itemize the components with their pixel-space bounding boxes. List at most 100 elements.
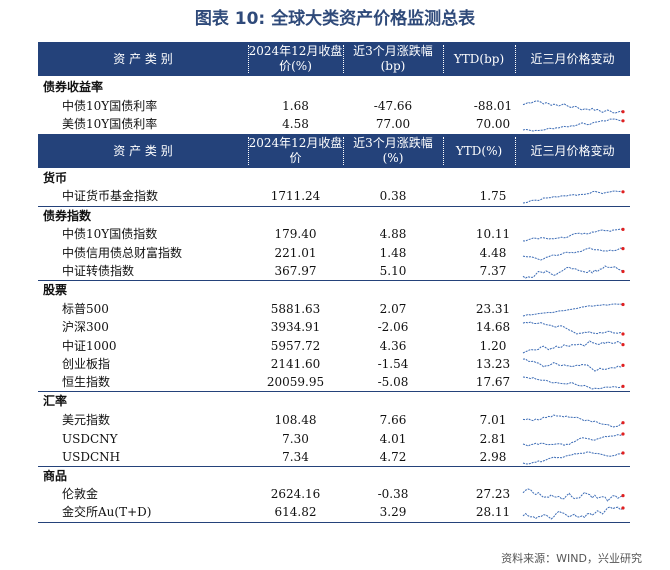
asset-name: 恒生指数 bbox=[62, 375, 111, 389]
ytd-value: 14.68 bbox=[475, 320, 511, 334]
asset-name: 美债10Y国债利率 bbox=[62, 117, 158, 131]
trend-sparkline bbox=[522, 247, 625, 261]
trend-sparkline bbox=[522, 358, 625, 372]
ytd-value: 17.67 bbox=[475, 375, 511, 389]
table-row: 伦敦金 2624.16 -0.38 27.23 bbox=[38, 485, 630, 504]
sparkline-endpoint bbox=[621, 451, 625, 455]
asset-name: 中债10Y国债利率 bbox=[62, 99, 158, 113]
ytd-value: 1.20 bbox=[479, 339, 507, 353]
change-3m: -47.66 bbox=[373, 99, 413, 113]
sparkline-endpoint bbox=[621, 421, 625, 425]
asset-name: 中证货币基金指数 bbox=[62, 189, 159, 203]
ytd-value: 2.81 bbox=[479, 432, 507, 446]
asset-name: 金交所Au(T+D) bbox=[62, 505, 152, 519]
table-bottom-border bbox=[38, 522, 630, 523]
table-row: 中证转债指数 367.97 5.10 7.37 bbox=[38, 262, 630, 281]
sparkline-endpoint bbox=[621, 190, 625, 194]
trend-sparkline bbox=[522, 340, 625, 354]
close-value: 20059.95 bbox=[266, 375, 325, 389]
close-value: 1711.24 bbox=[270, 189, 321, 203]
header-trend: 近三月价格变动 bbox=[530, 143, 615, 158]
category-row: 商品 bbox=[38, 467, 630, 486]
sparkline-endpoint bbox=[621, 432, 625, 436]
asset-name: 中债10Y国债指数 bbox=[62, 227, 158, 241]
table-row: 金交所Au(T+D) 614.82 3.29 28.11 bbox=[38, 503, 630, 522]
change-3m: 4.01 bbox=[379, 432, 407, 446]
trend-sparkline bbox=[522, 302, 625, 317]
ytd-value: 28.11 bbox=[475, 505, 511, 519]
change-3m: -1.54 bbox=[377, 357, 409, 371]
change-3m: -2.06 bbox=[377, 320, 409, 334]
asset-name: 伦敦金 bbox=[62, 487, 99, 501]
table-row: 中证1000 5957.72 4.36 1.20 bbox=[38, 337, 630, 356]
section-divider bbox=[38, 391, 630, 392]
asset-name: 中证1000 bbox=[62, 339, 117, 353]
sparkline-endpoint bbox=[621, 506, 625, 510]
close-value: 1.68 bbox=[282, 99, 309, 113]
change-3m: 3.29 bbox=[379, 505, 407, 519]
category-row: 债券收益率 bbox=[38, 78, 630, 97]
header-3m-change: 近3个月涨跌幅(%) bbox=[353, 136, 433, 165]
category-row: 货币 bbox=[38, 169, 630, 188]
change-3m: 1.48 bbox=[379, 246, 407, 260]
ytd-value: 13.23 bbox=[475, 357, 511, 371]
close-value: 2624.16 bbox=[270, 487, 321, 501]
asset-name: 创业板指 bbox=[62, 357, 111, 371]
close-value: 4.58 bbox=[282, 117, 309, 131]
header-ytd: YTD(%) bbox=[455, 143, 503, 158]
page-title: 图表 10: 全球大类资产价格监测总表 bbox=[194, 9, 476, 29]
asset-name: 美元指数 bbox=[62, 413, 111, 427]
trend-sparkline bbox=[522, 190, 625, 204]
ytd-value: 23.31 bbox=[475, 302, 511, 316]
sparkline-endpoint bbox=[621, 119, 625, 123]
table-row: 中债信用债总财富指数 221.01 1.48 4.48 bbox=[38, 244, 630, 263]
ytd-value: 27.23 bbox=[475, 487, 511, 501]
change-3m: 4.88 bbox=[379, 227, 407, 241]
change-3m: 2.07 bbox=[379, 302, 407, 316]
close-value: 5957.72 bbox=[270, 339, 321, 353]
header-3m-change: 近3个月涨跌幅(bp) bbox=[353, 44, 433, 73]
ytd-value: 4.48 bbox=[479, 246, 507, 260]
change-3m: 77.00 bbox=[375, 117, 411, 131]
sparkline-endpoint bbox=[621, 227, 625, 231]
close-value: 179.40 bbox=[274, 227, 317, 241]
asset-name: USDCNH bbox=[62, 450, 121, 464]
trend-sparkline bbox=[522, 451, 625, 465]
category-label: 债券收益率 bbox=[43, 80, 104, 94]
change-3m: -0.38 bbox=[377, 487, 409, 501]
close-value: 367.97 bbox=[274, 264, 317, 278]
table-row: USDCNY 7.30 4.01 2.81 bbox=[38, 430, 630, 449]
source-note: 资料来源：WIND，兴业研究 bbox=[501, 552, 642, 565]
close-value: 7.34 bbox=[282, 450, 309, 464]
close-value: 3934.91 bbox=[270, 320, 321, 334]
table-row: 中债10Y国债指数 179.40 4.88 10.11 bbox=[38, 225, 630, 244]
change-3m: 5.10 bbox=[379, 264, 407, 278]
table-row: 美债10Y国债利率 4.58 77.00 70.00 bbox=[38, 115, 630, 134]
table-row: 创业板指 2141.60 -1.54 13.23 bbox=[38, 355, 630, 374]
sparkline-endpoint bbox=[621, 302, 625, 307]
sparkline-endpoint bbox=[621, 247, 625, 251]
change-3m: 4.72 bbox=[379, 450, 407, 464]
ytd-value: 7.37 bbox=[479, 264, 507, 278]
table-row: USDCNH 7.34 4.72 2.98 bbox=[38, 448, 630, 467]
trend-sparkline bbox=[522, 100, 625, 114]
section-divider bbox=[38, 466, 630, 467]
asset-name: 标普500 bbox=[62, 302, 109, 316]
asset-name: 中证转债指数 bbox=[62, 264, 135, 278]
sparkline-endpoint bbox=[621, 343, 625, 347]
close-value: 108.48 bbox=[274, 413, 317, 427]
section-divider bbox=[38, 206, 630, 207]
table-header-assets: 资 产 类 别 2024年12月收盘价 近3个月涨跌幅(%) YTD(%) 近三… bbox=[38, 134, 630, 168]
asset-name: USDCNY bbox=[62, 432, 118, 446]
trend-sparkline bbox=[522, 414, 625, 428]
category-label: 汇率 bbox=[43, 394, 68, 408]
header-close-value: 2024年12月收盘价 bbox=[248, 136, 343, 165]
change-3m: 7.66 bbox=[379, 413, 407, 427]
table-header-bond-yields: 资 产 类 别 2024年12月收盘价(%) 近3个月涨跌幅(bp) YTD(b… bbox=[38, 42, 630, 76]
sparkline-endpoint bbox=[621, 332, 625, 336]
close-value: 614.82 bbox=[274, 505, 317, 519]
header-asset-class: 资 产 类 别 bbox=[113, 143, 173, 158]
category-label: 货币 bbox=[43, 171, 68, 185]
section-divider bbox=[38, 280, 630, 281]
trend-sparkline bbox=[522, 118, 625, 132]
